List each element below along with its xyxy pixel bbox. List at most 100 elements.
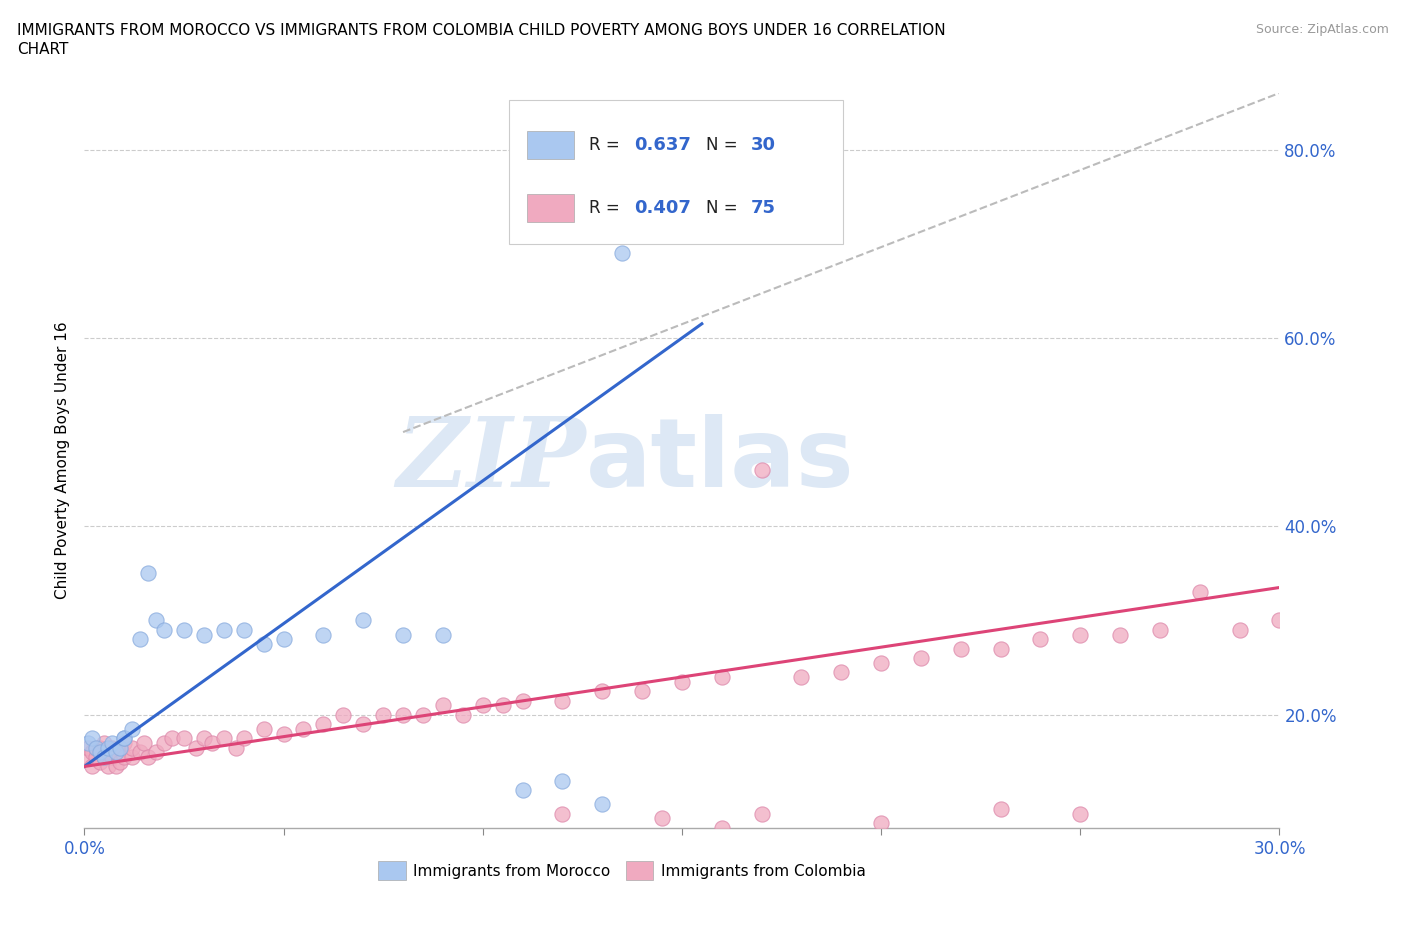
Point [132, 736, 156, 751]
Point [173, 622, 195, 637]
Point [790, 670, 813, 684]
Point [392, 707, 415, 722]
Point [77, 750, 100, 764]
Point [145, 745, 167, 760]
Point [201, 736, 224, 751]
Point [93, 736, 115, 751]
Point [136, 750, 159, 764]
Point [121, 740, 143, 755]
Point [101, 750, 124, 764]
Point [751, 462, 773, 477]
Point [253, 637, 276, 652]
Point [112, 750, 135, 764]
Text: N =: N = [706, 199, 742, 217]
Point [193, 731, 215, 746]
Point [77, 736, 100, 751]
Point [173, 731, 195, 746]
Point [97, 745, 120, 760]
Point [105, 745, 128, 760]
Point [591, 797, 613, 812]
Point [373, 707, 395, 722]
Point [551, 773, 574, 788]
Point [212, 622, 235, 637]
FancyBboxPatch shape [527, 131, 575, 159]
Legend: Immigrants from Morocco, Immigrants from Colombia: Immigrants from Morocco, Immigrants from… [373, 856, 872, 886]
Point [710, 820, 733, 835]
Point [612, 246, 634, 260]
Point [101, 736, 124, 751]
Text: 0.637: 0.637 [634, 136, 690, 154]
Point [82, 745, 104, 760]
Point [273, 726, 295, 741]
Point [512, 782, 534, 797]
Point [153, 622, 176, 637]
Text: R =: R = [589, 199, 624, 217]
Point [86, 740, 108, 755]
Point [990, 642, 1012, 657]
Point [110, 740, 132, 755]
Point [751, 806, 773, 821]
Point [710, 670, 733, 684]
Point [292, 722, 315, 737]
Point [212, 731, 235, 746]
Point [412, 707, 434, 722]
Point [990, 802, 1012, 817]
Point [97, 740, 120, 755]
Point [432, 698, 454, 712]
Text: IMMIGRANTS FROM MOROCCO VS IMMIGRANTS FROM COLOMBIA CHILD POVERTY AMONG BOYS UND: IMMIGRANTS FROM MOROCCO VS IMMIGRANTS FR… [17, 23, 945, 38]
Point [105, 759, 128, 774]
Point [101, 740, 124, 755]
Point [112, 731, 135, 746]
Point [112, 731, 135, 746]
Point [97, 759, 120, 774]
Point [136, 566, 159, 581]
Point [1069, 627, 1091, 642]
Point [89, 740, 111, 755]
Text: R =: R = [589, 136, 624, 154]
Y-axis label: Child Poverty Among Boys Under 16: Child Poverty Among Boys Under 16 [55, 322, 70, 599]
Text: 75: 75 [751, 199, 776, 217]
Point [232, 731, 254, 746]
Point [1109, 627, 1132, 642]
Point [432, 627, 454, 642]
Point [392, 627, 415, 642]
Point [89, 745, 111, 760]
Point [870, 816, 893, 830]
Point [193, 627, 215, 642]
Point [830, 665, 852, 680]
Point [551, 693, 574, 708]
Point [1229, 622, 1251, 637]
Point [492, 698, 515, 712]
Point [86, 740, 108, 755]
Point [129, 745, 152, 760]
Point [332, 707, 354, 722]
Text: CHART: CHART [17, 42, 69, 57]
Point [112, 736, 135, 751]
Point [352, 613, 374, 628]
Point [93, 750, 115, 764]
Point [352, 717, 374, 732]
Point [1149, 622, 1171, 637]
Point [121, 722, 143, 737]
Text: atlas: atlas [586, 414, 855, 507]
Point [1029, 631, 1052, 646]
Point [870, 656, 893, 671]
Point [225, 740, 247, 755]
FancyBboxPatch shape [527, 193, 575, 221]
Point [1069, 806, 1091, 821]
Point [671, 674, 693, 689]
Point [110, 740, 132, 755]
Point [471, 698, 494, 712]
Point [153, 736, 176, 751]
Point [253, 722, 276, 737]
Point [312, 717, 335, 732]
Point [105, 745, 128, 760]
Point [93, 750, 115, 764]
Point [631, 684, 654, 698]
FancyBboxPatch shape [509, 100, 844, 244]
Point [1268, 613, 1291, 628]
Point [910, 651, 932, 666]
Point [591, 684, 613, 698]
Point [184, 740, 207, 755]
Point [82, 731, 104, 746]
